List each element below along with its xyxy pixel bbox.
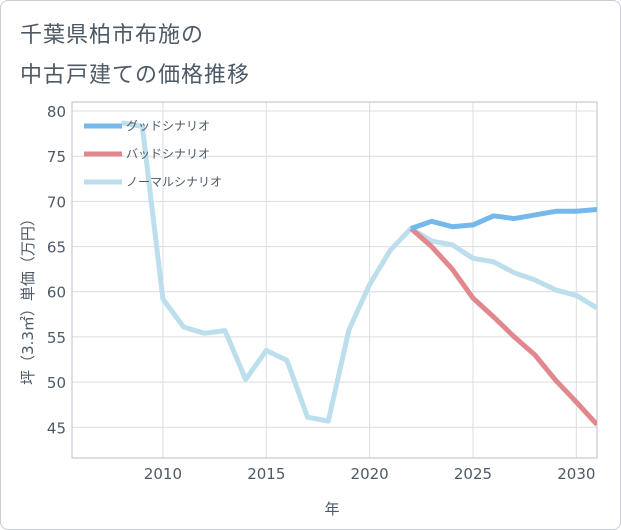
legend-label-bad: バッドシナリオ [126, 147, 210, 161]
x-axis-label: 年 [324, 500, 339, 518]
legend-label-normal: ノーマルシナリオ [126, 175, 222, 189]
series-line-normal [121, 120, 597, 424]
y-tick-label: 70 [47, 193, 66, 211]
x-tick-label: 2030 [557, 465, 595, 483]
series-line-bad [409, 226, 597, 427]
x-tick-label: 2010 [144, 465, 182, 483]
series-layer [121, 120, 597, 427]
x-tick-label: 2020 [351, 465, 389, 483]
y-tick-label: 75 [47, 148, 66, 166]
legend-label-good: グッドシナリオ [126, 119, 210, 133]
y-axis-label: 坪（3.3㎡）単価（万円） [19, 211, 37, 385]
x-tick-label: 2015 [247, 465, 285, 483]
y-tick-label: 45 [47, 419, 66, 437]
y-tick-label: 60 [47, 284, 66, 302]
plot-area-border [71, 101, 598, 459]
y-tick-label: 65 [47, 239, 66, 257]
y-tick-label: 50 [47, 374, 66, 392]
y-tick-label: 55 [47, 329, 66, 347]
chart-title-line1: 千葉県柏市布施の [20, 23, 205, 48]
series-line-good [410, 207, 597, 231]
y-tick-label: 80 [47, 103, 66, 121]
tick-labels: 45 50 55 60 65 70 75 80 2010 2015 2020 2025 2030 [47, 103, 596, 483]
chart-title-line2: 中古戸建ての価格推移 [20, 63, 251, 88]
x-tick-label: 2025 [454, 465, 492, 483]
grid [72, 102, 597, 458]
